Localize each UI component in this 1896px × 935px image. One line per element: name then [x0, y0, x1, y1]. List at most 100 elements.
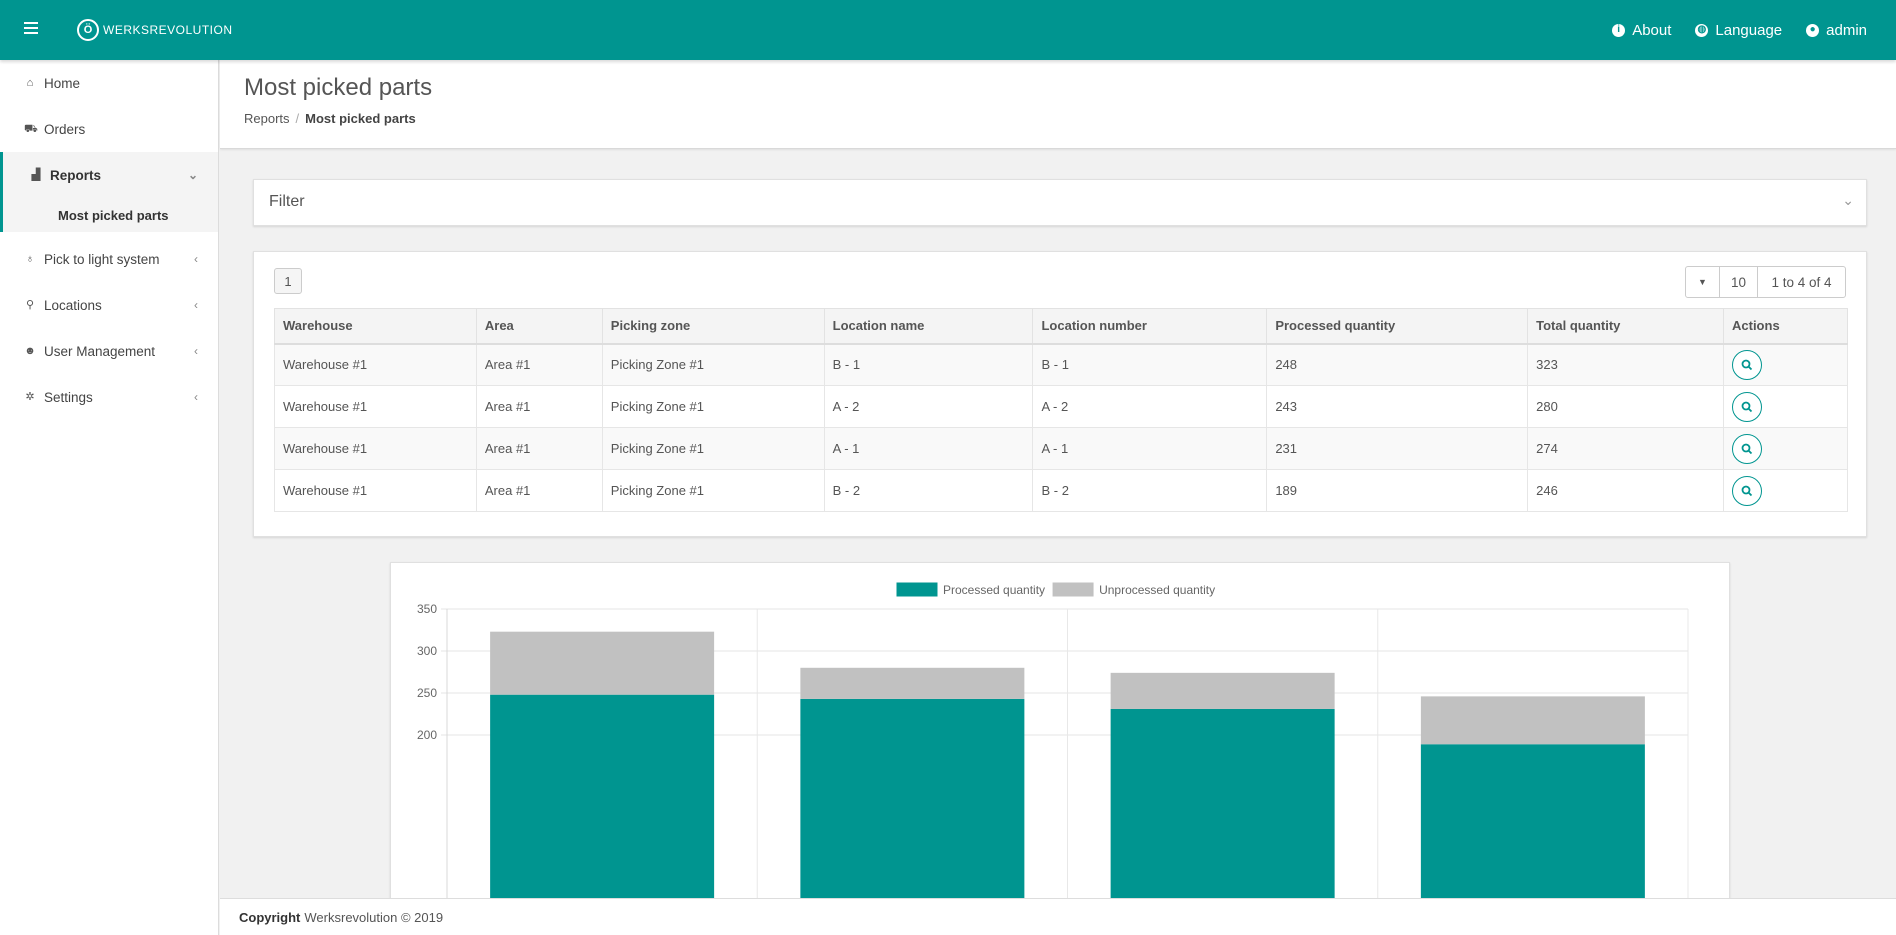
logo[interactable]: Ö WERKSREVOLUTION	[77, 16, 233, 44]
sidebar-group-reports: ▟ Reports ⌄ Most picked parts	[0, 152, 218, 232]
logo-mark: Ö	[77, 19, 99, 41]
sidebar-item-locations[interactable]: ⚲ Locations ‹	[0, 282, 218, 328]
filter-panel[interactable]: Filter ⌄	[253, 179, 1867, 226]
chevron-left-icon: ‹	[194, 298, 198, 312]
column-header[interactable]: Processed quantity	[1266, 308, 1529, 345]
chevron-left-icon: ‹	[194, 252, 198, 266]
column-header[interactable]: Warehouse	[274, 308, 477, 345]
search-icon	[1741, 359, 1753, 370]
cart-icon: ⛟	[24, 123, 38, 135]
cell-total-quantity: 280	[1527, 385, 1724, 428]
cell-warehouse: Warehouse #1	[274, 343, 477, 386]
view-details-button[interactable]	[1732, 349, 1762, 380]
y-tick-label: 350	[417, 602, 437, 616]
sidebar-item-orders[interactable]: ⛟ Orders	[0, 106, 218, 152]
home-icon: ⌂	[26, 77, 34, 89]
cell-area: Area #1	[475, 385, 603, 428]
gear-icon: ✲	[25, 391, 35, 403]
sidebar-item-label: Locations	[44, 297, 102, 313]
chevron-down-icon[interactable]: ⌄	[1842, 192, 1854, 208]
cell-warehouse: Warehouse #1	[274, 427, 477, 470]
table-header-row: Warehouse Area Picking zone Location nam…	[274, 308, 1848, 345]
cell-actions	[1723, 427, 1848, 470]
bar-processed-quantity	[800, 698, 1025, 903]
sidebar-item-label: User Management	[44, 343, 156, 359]
sidebar-item-label: Home	[44, 75, 81, 91]
sidebar-item-settings[interactable]: ✲ Settings ‹	[0, 374, 218, 420]
results-table: Warehouse Area Picking zone Location nam…	[274, 308, 1848, 512]
view-details-button[interactable]	[1732, 433, 1762, 464]
user-menu[interactable]: ● admin	[1806, 22, 1867, 39]
cell-picking-zone: Picking Zone #1	[601, 427, 825, 470]
search-icon	[1741, 401, 1753, 412]
column-header[interactable]: Total quantity	[1527, 308, 1724, 345]
top-nav: i About ◍ Language ● admin	[1588, 0, 1867, 60]
sidebar: ⌂ Home ⛟ Orders ▟ Reports ⌄ Most picked …	[0, 60, 219, 935]
cell-area: Area #1	[475, 469, 603, 512]
bar-processed-quantity	[490, 694, 715, 903]
view-details-button[interactable]	[1732, 475, 1762, 506]
sidebar-subitem-most-picked-parts[interactable]: Most picked parts	[58, 207, 169, 223]
cell-actions	[1723, 469, 1848, 512]
info-icon: i	[1612, 23, 1626, 37]
y-tick-label: 200	[417, 728, 437, 742]
copyright-text: Werksrevolution © 2019	[304, 909, 444, 925]
lightbulb-icon: ♁	[25, 253, 35, 265]
logo-text: WERKSREVOLUTION	[103, 23, 233, 37]
cell-location-number: B - 2	[1032, 469, 1268, 512]
cell-location-number: A - 1	[1032, 427, 1268, 470]
top-bar: Ö WERKSREVOLUTION i About ◍ Language ● a…	[0, 0, 1896, 60]
chevron-down-icon: ⌄	[187, 168, 198, 182]
breadcrumb-parent[interactable]: Reports	[244, 111, 290, 126]
cell-location-name: B - 1	[823, 343, 1034, 386]
pagination-page-button[interactable]: 1	[274, 268, 302, 294]
results-panel: 1 ▼ 10 1 to 4 of 4 Warehouse Area Pickin…	[253, 251, 1867, 537]
cell-processed-quantity: 189	[1266, 469, 1529, 512]
cell-total-quantity: 323	[1527, 343, 1724, 386]
table-row: Warehouse #1 Area #1 Picking Zone #1 A -…	[274, 427, 1848, 470]
page-size-value: 10	[1719, 267, 1757, 297]
view-details-button[interactable]	[1732, 391, 1762, 422]
cell-location-number: A - 2	[1032, 385, 1268, 428]
sidebar-item-home[interactable]: ⌂ Home	[0, 60, 218, 106]
about-link[interactable]: i About	[1612, 22, 1671, 39]
column-header[interactable]: Picking zone	[601, 308, 825, 345]
cell-picking-zone: Picking Zone #1	[601, 469, 825, 512]
stacked-bar-chart: 200 250 300 350 Processed quantity Unprocesse…	[417, 582, 1689, 935]
footer: Copyright Werksrevolution © 2019	[220, 898, 1896, 935]
search-icon	[1741, 443, 1753, 454]
column-header: Actions	[1723, 308, 1848, 345]
cell-picking-zone: Picking Zone #1	[601, 343, 825, 386]
column-header[interactable]: Location number	[1032, 308, 1268, 345]
table-row: Warehouse #1 Area #1 Picking Zone #1 B -…	[274, 469, 1848, 512]
cell-warehouse: Warehouse #1	[274, 385, 477, 428]
table-row: Warehouse #1 Area #1 Picking Zone #1 A -…	[274, 385, 1848, 428]
cell-total-quantity: 274	[1527, 427, 1724, 470]
sidebar-item-user-management[interactable]: ☻ User Management ‹	[0, 328, 218, 374]
about-label: About	[1632, 21, 1672, 39]
sidebar-item-reports[interactable]: ▟ Reports ⌄	[3, 152, 218, 198]
chevron-left-icon: ‹	[194, 390, 198, 404]
sidebar-item-pick-to-light[interactable]: ♁ Pick to light system ‹	[0, 236, 218, 282]
bar-unprocessed-quantity	[490, 631, 715, 695]
breadcrumb: Reports / Most picked parts	[244, 111, 416, 126]
breadcrumb-current: Most picked parts	[305, 111, 416, 126]
cell-total-quantity: 246	[1527, 469, 1724, 512]
map-marker-icon: ⚲	[25, 299, 35, 311]
cell-area: Area #1	[475, 343, 603, 386]
legend-swatch	[896, 582, 938, 597]
y-tick-label: 300	[417, 644, 437, 658]
menu-toggle-icon[interactable]	[24, 19, 42, 39]
column-header[interactable]: Area	[475, 308, 603, 345]
column-header[interactable]: Location name	[823, 308, 1034, 345]
main-content: Most picked parts Reports / Most picked pa…	[220, 60, 1896, 935]
pager: ▼ 10 1 to 4 of 4	[1685, 266, 1846, 298]
cell-picking-zone: Picking Zone #1	[601, 385, 825, 428]
cell-location-name: B - 2	[823, 469, 1034, 512]
search-icon	[1741, 485, 1753, 496]
sidebar-item-label: Orders	[44, 121, 86, 137]
language-link[interactable]: ◍ Language	[1695, 22, 1782, 39]
page-size-dropdown[interactable]: ▼	[1686, 267, 1719, 297]
breadcrumb-separator: /	[295, 111, 300, 126]
cell-processed-quantity: 231	[1266, 427, 1529, 470]
